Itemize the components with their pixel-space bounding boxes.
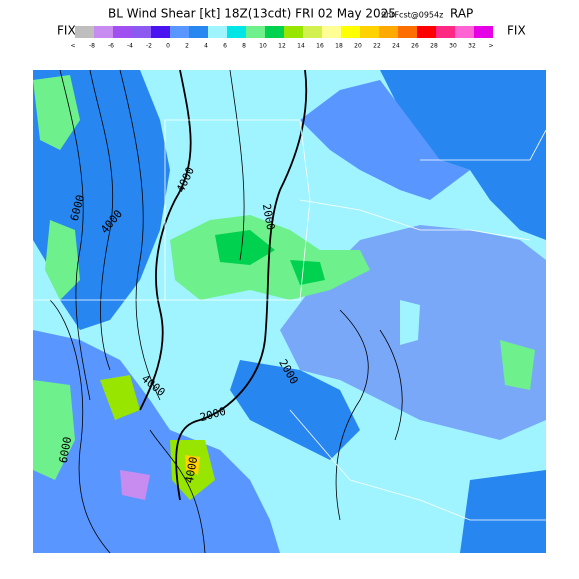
colorbar-label: 14: [297, 43, 305, 50]
color-swatch: [208, 26, 227, 38]
colorbar-label: 8: [242, 43, 246, 50]
colorbar-label: 6: [223, 43, 227, 50]
colorbar-label: 4: [204, 43, 208, 50]
colorbar-label: >: [488, 43, 493, 50]
color-swatch: [113, 26, 132, 38]
color-swatch: [379, 26, 398, 38]
color-swatch: [265, 26, 284, 38]
colorbar-label: 18: [335, 43, 343, 50]
colorbar-label: -6: [108, 43, 114, 50]
colorbar-label: 16: [316, 43, 324, 50]
color-swatch: [341, 26, 360, 38]
colorbar-label: 2: [185, 43, 189, 50]
colorbar-label: 22: [373, 43, 381, 50]
colorbar-label: 32: [468, 43, 476, 50]
color-swatch: [398, 26, 417, 38]
color-swatch: [75, 26, 94, 38]
color-swatch: [322, 26, 341, 38]
color-swatch: [474, 26, 493, 38]
color-swatch: [360, 26, 379, 38]
colorbar-label: 10: [259, 43, 267, 50]
colorbar-label: 26: [411, 43, 419, 50]
colorbar-label: 24: [392, 43, 400, 50]
map: [33, 69, 547, 554]
contour-label: 2000: [260, 203, 277, 231]
colorbar-label: -2: [146, 43, 152, 50]
colorbar-label: 0: [166, 43, 170, 50]
color-swatch: [455, 26, 474, 38]
colorbar: < -8 -6 -4 -2 0 2 4 6 8 10 12 14 16 18 20 22 24 26 28 30 32 >: [70, 26, 494, 50]
colorbar-label: -4: [127, 43, 133, 50]
color-swatch: [303, 26, 322, 38]
color-swatch: [284, 26, 303, 38]
colorbar-label: 28: [430, 43, 438, 50]
color-swatch: [189, 26, 208, 38]
color-swatch: [170, 26, 189, 38]
contour-label: 6000: [57, 436, 74, 464]
fix-left: FIX: [57, 24, 76, 38]
forecast: 9hrFcst@0954z: [381, 11, 443, 20]
colorbar-label: -8: [89, 43, 95, 50]
color-swatch: [436, 26, 455, 38]
color-swatch: [132, 26, 151, 38]
colorbar-label: 12: [278, 43, 286, 50]
color-swatch: [94, 26, 113, 38]
fix-right: FIX: [507, 24, 526, 38]
title: BL Wind Shear [kt] 18Z(13cdt) FRI 02 May…: [108, 7, 396, 21]
color-swatch: [151, 26, 170, 38]
colorbar-label: <: [70, 43, 75, 50]
colorbar-label: 20: [354, 43, 362, 50]
model: RAP: [450, 7, 473, 21]
color-swatch: [227, 26, 246, 38]
contour-label: 4000: [183, 456, 200, 484]
colorbar-label: 30: [449, 43, 457, 50]
color-swatch: [246, 26, 265, 38]
color-swatch: [417, 26, 436, 38]
